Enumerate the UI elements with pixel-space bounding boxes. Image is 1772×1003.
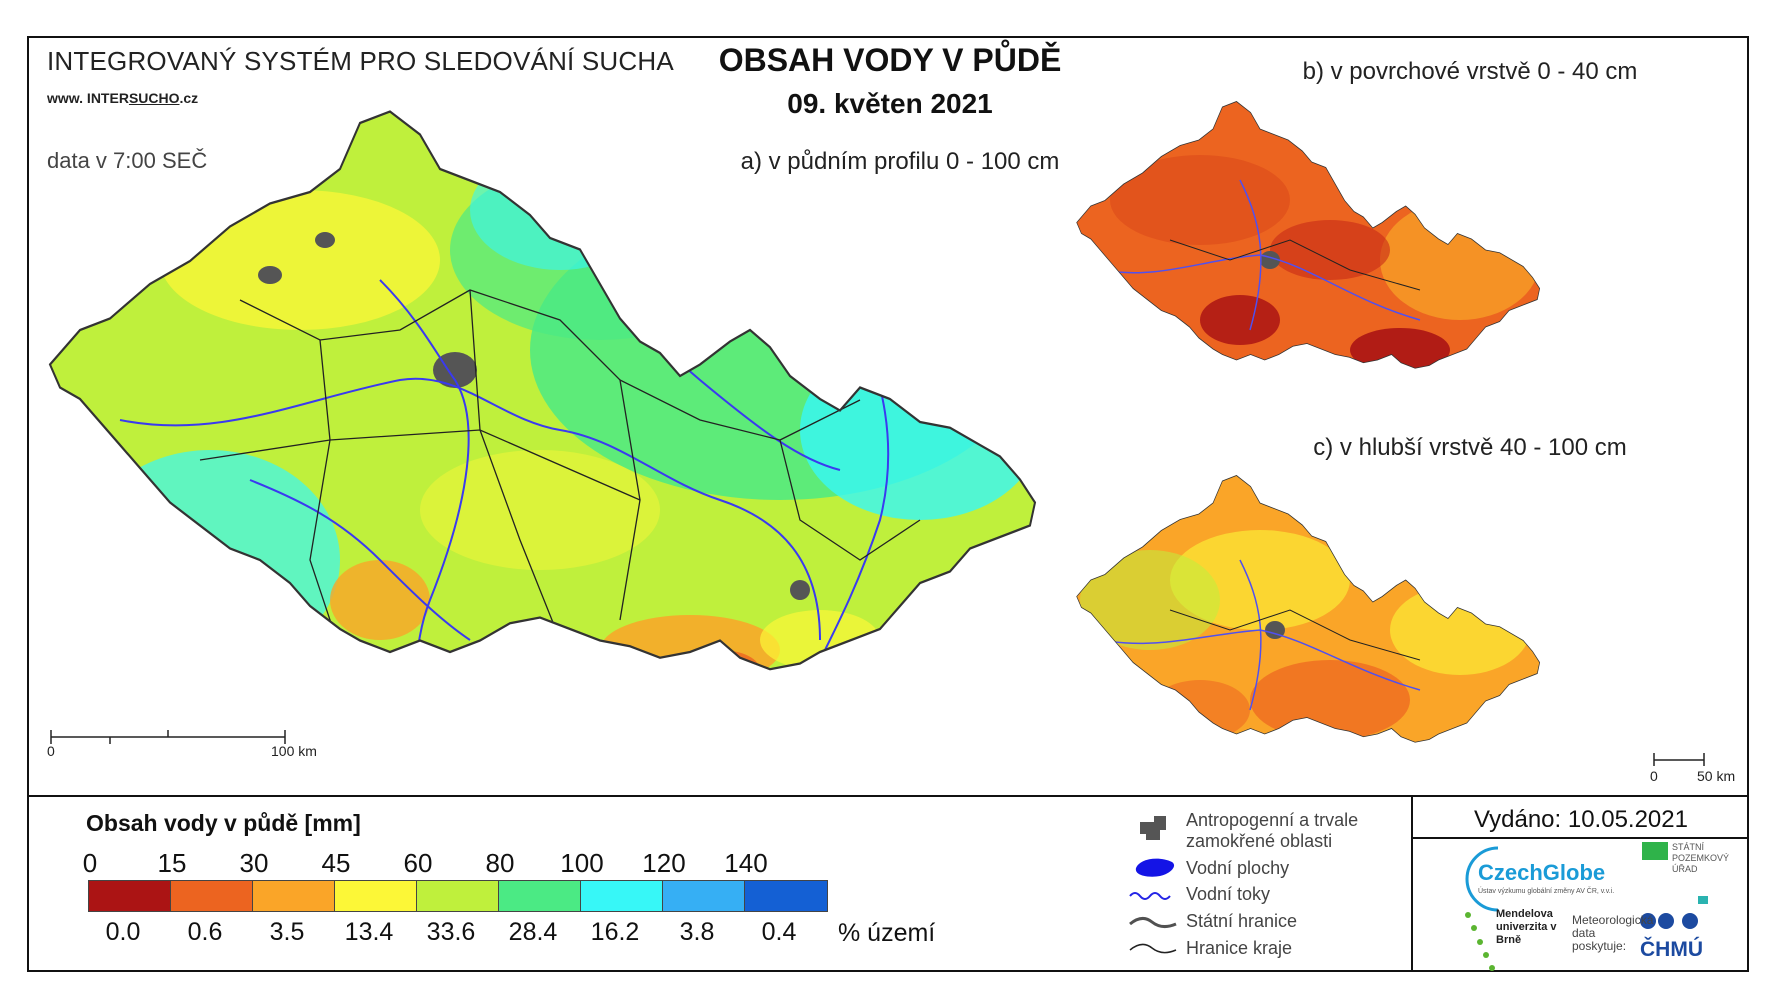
legend-region-border-label: Hranice kraje (1186, 938, 1293, 958)
legend-swatch (580, 880, 664, 912)
legend-swatch (662, 880, 746, 912)
map-a-caption: a) v půdním profilu 0 - 100 cm (740, 148, 1060, 175)
threshold-label: 60 (403, 848, 433, 878)
legend-swatch (88, 880, 172, 912)
spu-logo (1642, 842, 1708, 904)
legend-swatch (170, 880, 254, 912)
threshold-label: 120 (642, 848, 686, 878)
legend-title: Obsah vody v půdě [mm] (86, 810, 361, 836)
website-prefix: www. INTER (47, 90, 129, 106)
percent-label: 16.2 (590, 918, 640, 946)
legend-swatch (416, 880, 500, 912)
legend-water-bodies-label: Vodní plochy (1186, 858, 1290, 878)
percent-label: 3.8 (679, 918, 715, 946)
percent-label: 0.4 (761, 918, 797, 946)
footer-divider (1411, 795, 1413, 972)
meteo-label: Meteorologická data poskytuje: (1572, 913, 1654, 953)
percent-label: 13.4 (344, 918, 394, 946)
scale-main-end: 100 km (271, 743, 317, 759)
legend-anthropogenic-label: Antropogenní a trvale zamokřené oblasti (1186, 810, 1359, 851)
website-suffix: .cz (179, 90, 199, 106)
threshold-label: 45 (321, 848, 351, 878)
mendel-label: Mendelova univerzita v Brně (1496, 908, 1557, 946)
percent-label: 28.4 (508, 918, 558, 946)
chmu-logo (1640, 913, 1698, 929)
threshold-label: 0 (82, 848, 98, 878)
map-a (50, 111, 1035, 670)
stream-symbol (1129, 892, 1171, 900)
czechglobe-label: CzechGlobe (1478, 860, 1606, 885)
issued-date: Vydáno: 10.05.2021 (1474, 806, 1688, 833)
percent-label: 0.0 (105, 918, 141, 946)
scale-small-end: 50 km (1697, 768, 1736, 784)
state-border-symbol (1129, 917, 1177, 929)
system-title: INTEGROVANÝ SYSTÉM PRO SLEDOVÁNÍ SUCHA (47, 46, 674, 76)
map-b-caption: b) v povrchové vrstvě 0 - 40 cm (1302, 58, 1638, 85)
threshold-label: 30 (239, 848, 269, 878)
region-border-symbol (1129, 943, 1177, 954)
legend-swatch (744, 880, 828, 912)
map-b (1076, 101, 1540, 369)
website-link[interactable]: www. INTERSUCHO.cz (47, 90, 198, 106)
legend-swatch (498, 880, 582, 912)
legend-state-border-label: Státní hranice (1186, 911, 1298, 931)
threshold-label: 140 (724, 848, 768, 878)
percent-unit: % území (838, 919, 936, 947)
percent-label: 0.6 (187, 918, 223, 946)
legend-streams-label: Vodní toky (1186, 884, 1271, 904)
spu-label: STÁTNÍ POZEMKOVÝ ÚŘAD (1672, 842, 1730, 874)
scale-bar-small (1653, 753, 1705, 766)
percent-label: 33.6 (426, 918, 476, 946)
scale-main-start: 0 (47, 743, 55, 759)
map-c (1076, 475, 1540, 743)
threshold-label: 80 (485, 848, 515, 878)
scale-bar-main (50, 730, 286, 744)
main-title: OBSAH VODY V PŮDĚ (718, 42, 1062, 78)
urban-area-symbol (1140, 816, 1166, 840)
threshold-label: 15 (157, 848, 187, 878)
water-body-symbol (1135, 858, 1175, 877)
mendel-logo (1465, 912, 1495, 971)
issued-divider (1413, 837, 1749, 839)
map-c-caption: c) v hlubší vrstvě 40 - 100 cm (1313, 434, 1627, 461)
chmu-label: ČHMÚ (1640, 938, 1703, 961)
legend-divider (27, 795, 1749, 797)
legend-swatch (252, 880, 336, 912)
date-title: 09. květen 2021 (787, 88, 993, 119)
percent-label: 3.5 (269, 918, 305, 946)
data-time: data v 7:00 SEČ (47, 148, 208, 173)
threshold-label: 100 (560, 848, 604, 878)
legend-swatch (334, 880, 418, 912)
czechglobe-logo (1465, 846, 1499, 912)
czechglobe-sub: Ústav výzkumu globální změny AV ČR, v.v.… (1478, 888, 1615, 895)
scale-small-start: 0 (1650, 768, 1658, 784)
website-underlined: SUCHO (128, 90, 180, 106)
